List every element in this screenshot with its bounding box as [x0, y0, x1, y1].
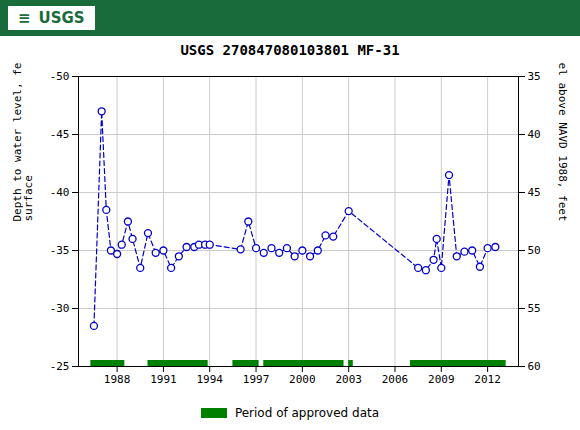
svg-text:Groundwater level above NAVD 1: Groundwater level above NAVD 1988, feet — [556, 62, 569, 222]
svg-text:45: 45 — [528, 186, 541, 199]
svg-text:60: 60 — [528, 360, 541, 373]
svg-text:-50: -50 — [50, 70, 70, 83]
svg-text:2000: 2000 — [289, 373, 316, 386]
svg-text:40: 40 — [528, 128, 541, 141]
html-text:USGS: USGS — [38, 9, 85, 27]
html-text:Period of approved data: Period of approved data — [234, 406, 380, 420]
svg-text:55: 55 — [528, 302, 541, 315]
svg-text:-35: -35 — [50, 244, 70, 257]
svg-text:1988: 1988 — [104, 373, 131, 386]
svg-text:Depth to water level, feet bel: Depth to water level, feet below landsur… — [11, 62, 35, 222]
svg-text:1997: 1997 — [243, 373, 270, 386]
svg-text:35: 35 — [528, 70, 541, 83]
svg-text:2012: 2012 — [474, 373, 501, 386]
svg-text:2006: 2006 — [382, 373, 409, 386]
html-text:USGS 270847080103801 MF-31: USGS 270847080103801 MF-31 — [180, 42, 400, 58]
svg-text:-45: -45 — [50, 128, 70, 141]
svg-text:-40: -40 — [50, 186, 70, 199]
svg-text:-30: -30 — [50, 302, 70, 315]
svg-text:-25: -25 — [50, 360, 70, 373]
svg-text:2009: 2009 — [428, 373, 455, 386]
svg-text:1991: 1991 — [150, 373, 177, 386]
svg-text:50: 50 — [528, 244, 541, 257]
svg-text:1994: 1994 — [196, 373, 223, 386]
svg-text:2003: 2003 — [335, 373, 362, 386]
